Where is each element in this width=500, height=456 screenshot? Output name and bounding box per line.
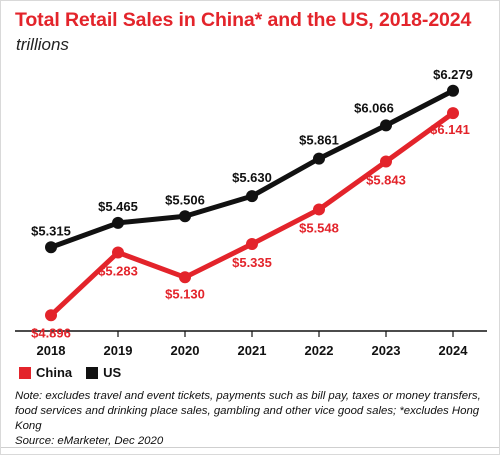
footnotes: Note: excludes travel and event tickets,… [15, 389, 487, 449]
chart-subtitle: trillions [16, 35, 69, 54]
x-tick-label-2020: 2020 [171, 343, 200, 358]
china-point-2020 [179, 271, 191, 284]
us-point-2020 [179, 210, 191, 223]
us-point-2023 [380, 119, 392, 132]
x-tick-label-2022: 2022 [305, 343, 334, 358]
china-data-label-2023: $5.843 [366, 173, 406, 188]
china-point-2021 [246, 238, 258, 251]
note-text: Note: excludes travel and event tickets,… [15, 390, 481, 433]
legend-item-us: US [86, 365, 121, 380]
china-point-2023 [380, 155, 392, 168]
legend-label-china: China [36, 365, 73, 380]
china-point-2018 [45, 309, 57, 322]
china-data-label-2018: $4.896 [31, 325, 71, 340]
china-line [48, 110, 456, 318]
us-point-2018 [45, 241, 57, 254]
us-data-label-2021: $5.630 [232, 170, 272, 185]
china-data-label-2019: $5.283 [98, 263, 138, 278]
us-data-label-2018: $5.315 [31, 223, 71, 238]
legend-label-us: US [103, 365, 122, 380]
x-tick-label-2018: 2018 [37, 343, 66, 358]
x-tick-label-2023: 2023 [372, 343, 401, 358]
us-data-label-2020: $5.506 [165, 192, 205, 207]
us-data-label-2024: $6.279 [433, 67, 473, 82]
legend-swatch-china [19, 366, 31, 379]
china-point-2022 [313, 203, 325, 216]
us-point-2021 [246, 190, 258, 203]
us-data-label-2019: $5.465 [98, 199, 138, 214]
source-text: Source: eMarketer, Dec 2020 [15, 435, 164, 448]
china-data-label-2022: $5.548 [299, 220, 339, 235]
us-data-label-2022: $5.861 [299, 133, 339, 148]
x-tick-label-2024: 2024 [439, 343, 469, 358]
china-data-label-2024: $6.141 [430, 122, 470, 137]
us-point-2019 [112, 216, 124, 229]
legend-item-china: China [19, 365, 72, 380]
us-data-label-2023: $6.066 [354, 100, 394, 115]
china-data-label-2020: $5.130 [165, 286, 205, 301]
us-point-2022 [313, 152, 325, 165]
x-tick-label-2021: 2021 [238, 343, 267, 358]
china-point-2019 [112, 246, 124, 259]
us-point-2024 [447, 84, 459, 97]
legend-swatch-us [86, 366, 99, 379]
x-tick-label-2019: 2019 [104, 343, 133, 358]
china-data-label-2021: $5.335 [232, 255, 272, 270]
china-point-2024 [447, 107, 459, 120]
legend: China US [19, 365, 135, 380]
bottom-divider [1, 447, 499, 448]
chart-title: Total Retail Sales in China* and the US,… [15, 9, 472, 31]
